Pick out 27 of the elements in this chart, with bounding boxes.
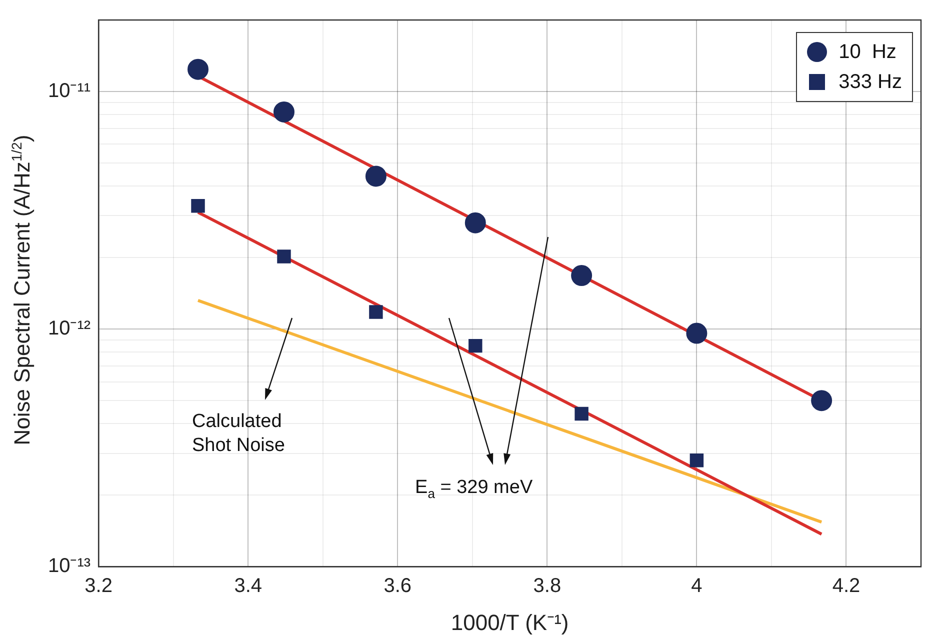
point <box>574 406 588 421</box>
point <box>811 390 832 412</box>
point <box>365 166 386 187</box>
x-tick-label: 4 <box>691 575 702 598</box>
x-tick-label: 3.8 <box>533 575 562 598</box>
point <box>369 305 383 319</box>
x-axis-title: 1000/T (K⁻¹) <box>450 610 569 635</box>
x-tick-label: 3.4 <box>234 575 262 598</box>
annotation: E$_{a}$ = 329 meV <box>415 476 533 502</box>
y-tick-label: 10⁻¹² <box>48 318 91 340</box>
x-tick-label: 3.2 <box>84 575 112 598</box>
x-tick-label: 4.2 <box>832 575 860 598</box>
point <box>277 250 291 264</box>
point <box>468 338 482 353</box>
legend-label: 10 Hz <box>838 40 896 65</box>
annotation: Calculated Shot Noise <box>192 410 285 458</box>
point <box>690 454 704 468</box>
point <box>188 58 209 80</box>
point <box>571 265 592 286</box>
y-tick-label: 10⁻¹³ <box>48 555 91 578</box>
y-tick-label: 10⁻¹¹ <box>48 80 91 102</box>
legend-label: 333 Hz <box>838 70 902 95</box>
point <box>686 322 708 344</box>
point <box>464 212 486 234</box>
point <box>191 199 205 213</box>
point <box>273 101 294 122</box>
x-tick-label: 3.6 <box>384 575 412 598</box>
